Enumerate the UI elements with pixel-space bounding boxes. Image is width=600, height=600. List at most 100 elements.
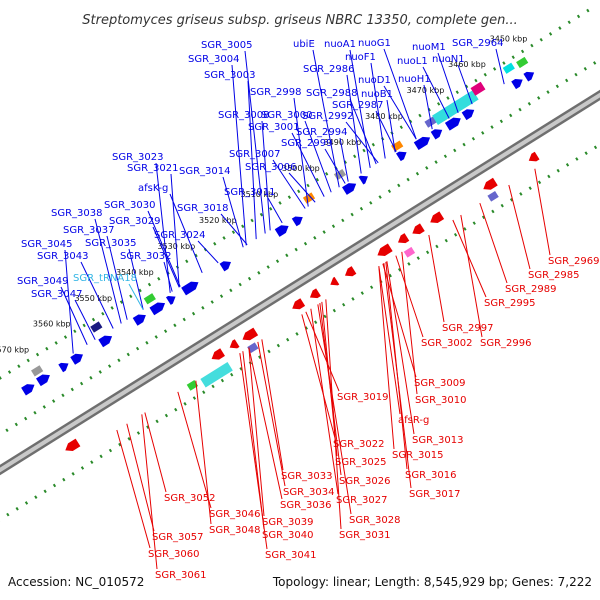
lower-label-leader [116, 429, 151, 549]
scale-tick-label: 3520 kbp [199, 216, 237, 225]
upper-label-leader [247, 80, 257, 240]
reverse-gene-arrow [397, 233, 410, 244]
gene-label-sgr-3060: SGR_3060 [148, 549, 200, 560]
upper-label-leader [60, 286, 88, 345]
upper-label-leader [370, 62, 386, 159]
lower-label-leader [248, 347, 283, 500]
accession-text: Accession: NC_010572 [8, 575, 144, 589]
upper-label-leader [155, 162, 171, 293]
upper-label-leader [345, 121, 379, 164]
gene-label-sgr-3029: SGR_3029 [109, 216, 161, 227]
feature-layer [21, 56, 540, 452]
lower-label-leader [395, 255, 424, 338]
lower-label-leader [310, 308, 339, 495]
gene-label-nuob1: nuoB1 [361, 89, 393, 100]
reverse-gene-arrow [412, 223, 425, 235]
gene-label-sgr-3019: SGR_3019 [337, 392, 389, 403]
upper-label-leader [375, 110, 397, 152]
gene-label-sgr-3015: SGR_3015 [392, 450, 444, 461]
forward-gene-arrow [21, 384, 35, 396]
gene-label-sgr-2996: SGR_2996 [480, 338, 532, 349]
upper-label-leader [267, 197, 283, 224]
forward-gene-arrow [511, 79, 523, 90]
reverse-feature-box [247, 342, 259, 354]
scale-tick-label: 3510 kbp [241, 190, 279, 199]
gene-label-afsr-g: afsR-g [398, 415, 429, 426]
lower-label-leader [325, 299, 342, 530]
gene-label-nuog1: nuoG1 [358, 38, 391, 49]
gene-label-sgr-2987: SGR_2987 [332, 100, 384, 111]
reverse-gene-arrow [483, 177, 498, 190]
upper-label-leader [197, 240, 219, 264]
lower-label-leader [452, 219, 487, 298]
gene-label-sgr-2999: SGR_2999 [281, 138, 333, 149]
upper-label-leader [423, 84, 433, 130]
upper-label-leader [80, 261, 114, 329]
gene-label-sgr-2985: SGR_2985 [528, 270, 580, 281]
gene-label-sgr-3002: SGR_3002 [421, 338, 473, 349]
reverse-gene-arrow [65, 438, 81, 452]
forward-gene-arrow [70, 353, 84, 365]
upper-label-leader [312, 49, 340, 188]
lower-label-leader [261, 339, 284, 471]
forward-feature-box [516, 56, 529, 69]
forward-gene-arrow [58, 362, 69, 373]
upper-label-leader [163, 261, 173, 292]
gene-label-sgr-3007: SGR_3007 [229, 149, 281, 160]
gene-label-sgr-3005: SGR_3005 [201, 40, 253, 51]
lower-label-leader [428, 234, 445, 323]
lower-label-leader [401, 251, 418, 395]
gene-label-sgr-3008: SGR_3008 [218, 110, 270, 121]
gene-label-sgr-3032: SGR_3032 [120, 251, 172, 262]
lower-label-leader [248, 347, 265, 517]
gene-label-sgr-3006: SGR_3006 [245, 162, 297, 173]
gene-label-sgr-3003: SGR_3003 [204, 70, 256, 81]
forward-gene-arrow [36, 374, 50, 387]
gene-label-sgr-3028: SGR_3028 [349, 515, 401, 526]
lower-label-leader [319, 303, 342, 476]
reverse-gene-arrow [330, 276, 340, 286]
forward-gene-arrow [98, 335, 113, 348]
highlight-feature-box [432, 90, 479, 125]
gene-label-sgr-2988: SGR_2988 [306, 88, 358, 99]
forward-gene-arrow [165, 295, 176, 305]
gene-label-sgr-3033: SGR_3033 [281, 471, 333, 482]
upper-label-leader [495, 48, 505, 85]
gene-label-sgr-3011: SGR_3011 [224, 187, 276, 198]
gene-label-sgr-3038: SGR_3038 [51, 208, 103, 219]
gene-label-sgr-3009: SGR_3009 [414, 378, 466, 389]
gene-label-sgr-3018: SGR_3018 [177, 203, 229, 214]
scale-tick-label: 3460 kbp [448, 60, 486, 69]
lower-label-leader [378, 266, 401, 415]
lower-label-leader [383, 263, 412, 489]
forward-gene-arrow [358, 175, 368, 185]
upper-label-leader [324, 148, 346, 184]
upper-label-leader [422, 66, 450, 119]
forward-feature-box [143, 293, 156, 305]
upper-label-leader [220, 213, 248, 246]
gene-label-sgr-3027: SGR_3027 [336, 495, 388, 506]
gene-label-sgr-3040: SGR_3040 [262, 530, 314, 541]
forward-feature-box [90, 321, 103, 333]
forward-gene-arrow [461, 109, 475, 121]
forward-gene-arrow [181, 281, 199, 296]
gene-label-sgr-3024: SGR_3024 [154, 230, 206, 241]
upper-label-leader [383, 85, 417, 140]
gene-label-nuol1: nuoL1 [397, 56, 428, 67]
lower-label-leader [301, 314, 336, 439]
forward-gene-arrow [413, 136, 431, 151]
reverse-gene-arrow [528, 151, 540, 162]
upper-label-leader [457, 64, 473, 105]
upper-label-leader [128, 283, 144, 310]
reverse-gene-arrow [211, 348, 225, 360]
gene-label-sgr-2997: SGR_2997 [442, 323, 494, 334]
scale-tick-label: 3480 kbp [365, 112, 403, 121]
lower-label-leader [144, 412, 167, 493]
upper-label-leader [244, 50, 266, 234]
upper-label-leader [339, 137, 349, 182]
reverse-gene-arrow [292, 298, 306, 310]
gene-label-sgr-3057: SGR_3057 [152, 532, 204, 543]
scale-tick-label: 3490 kbp [324, 138, 362, 147]
lower-label-leader [195, 380, 212, 525]
